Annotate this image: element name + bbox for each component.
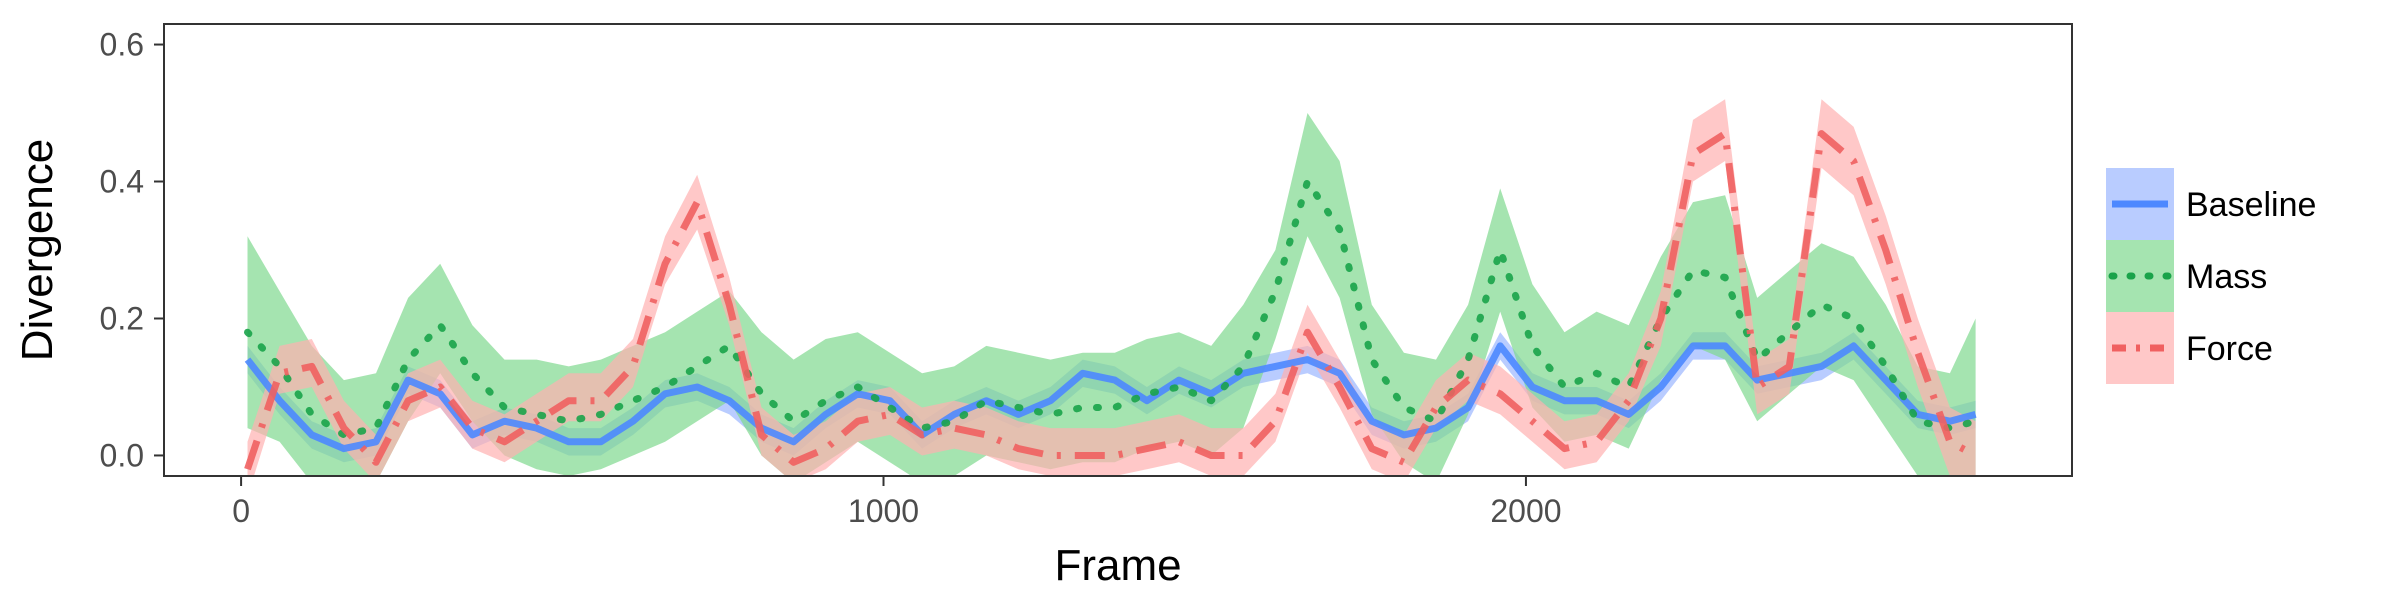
mass-line [244, 178, 1980, 439]
x-axis-ticks: 0 1000 2000 [232, 476, 1562, 529]
x-tick-label: 2000 [1490, 493, 1561, 529]
series-lines [244, 130, 1980, 471]
y-axis-title: Divergence [13, 139, 62, 362]
legend: Baseline Mass Force [2106, 168, 2316, 384]
plot-border [163, 23, 2073, 477]
y-tick-label: 0.6 [100, 27, 144, 63]
y-axis-ticks: 0.0 0.2 0.4 0.6 [100, 27, 164, 473]
force-line [244, 130, 1978, 471]
confidence-bands [247, 99, 1976, 476]
x-tick-label: 1000 [848, 493, 919, 529]
y-tick-label: 0.4 [100, 164, 144, 200]
y-tick-label: 0.0 [100, 437, 144, 473]
baseline-line [244, 342, 1977, 453]
x-tick-label: 0 [232, 493, 250, 529]
baseline-legend-label: Baseline [2186, 186, 2316, 224]
mass-band [247, 113, 1976, 476]
force-legend-label: Force [2186, 330, 2273, 368]
mass-legend-label: Mass [2186, 258, 2267, 296]
y-tick-label: 0.2 [100, 300, 144, 336]
x-axis-title: Frame [1054, 541, 1181, 590]
